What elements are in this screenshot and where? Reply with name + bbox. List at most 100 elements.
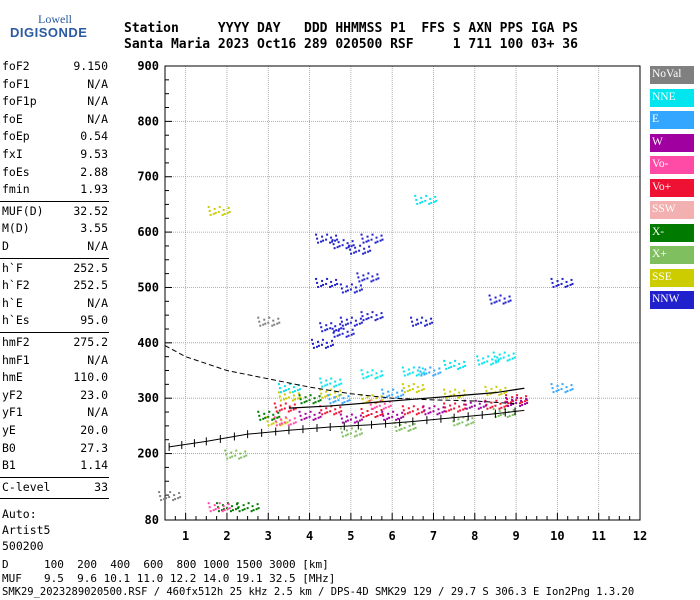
echo-point bbox=[453, 364, 456, 367]
legend-item-nnw: NNW bbox=[650, 291, 694, 309]
param-value: N/A bbox=[87, 239, 108, 253]
echo-point bbox=[512, 352, 515, 355]
echo-point bbox=[551, 281, 554, 284]
echo-cluster bbox=[381, 410, 405, 421]
echo-point bbox=[289, 409, 292, 412]
echo-point bbox=[524, 402, 527, 405]
echo-point bbox=[419, 201, 422, 204]
echo-point bbox=[163, 498, 166, 501]
echo-point bbox=[525, 395, 528, 398]
echo-point bbox=[359, 428, 362, 431]
echo-point bbox=[360, 369, 363, 372]
param-divider bbox=[0, 498, 109, 500]
echo-point bbox=[408, 389, 411, 392]
echo-point bbox=[458, 405, 461, 408]
param-value: 275.2 bbox=[73, 335, 108, 349]
legend-item-nne: NNE bbox=[650, 88, 694, 107]
echo-point bbox=[350, 245, 353, 248]
echo-point bbox=[329, 344, 332, 347]
param-value: 2.88 bbox=[80, 164, 108, 179]
echo-point bbox=[457, 396, 460, 399]
echo-point bbox=[273, 402, 276, 405]
param-value: 252.5 bbox=[73, 260, 108, 275]
echo-point bbox=[223, 212, 226, 215]
echo-point bbox=[457, 367, 460, 370]
echo-point bbox=[299, 414, 302, 417]
echo-point bbox=[336, 238, 339, 241]
echo-cluster bbox=[310, 338, 334, 349]
echo-point bbox=[208, 209, 211, 212]
echo-point bbox=[332, 401, 335, 404]
echo-point bbox=[362, 377, 365, 380]
param-name: C-level bbox=[2, 479, 51, 494]
echo-cluster bbox=[319, 377, 343, 388]
echo-point bbox=[370, 238, 373, 241]
echo-point bbox=[510, 401, 513, 404]
echo-point bbox=[286, 421, 289, 424]
echo-point bbox=[228, 210, 231, 213]
param-row-fof2: foF2 9.150 bbox=[2, 59, 108, 76]
echo-point bbox=[352, 244, 355, 247]
echo-point bbox=[333, 385, 336, 388]
x-tick-label: 5 bbox=[347, 529, 354, 543]
echo-point bbox=[472, 421, 475, 424]
echo-point bbox=[292, 408, 295, 411]
echo-point bbox=[422, 371, 425, 374]
echo-point bbox=[401, 366, 404, 369]
echo-point bbox=[240, 456, 243, 459]
echo-point bbox=[521, 403, 524, 406]
echo-point bbox=[338, 394, 341, 397]
echo-point bbox=[174, 498, 177, 501]
param-name: foF1 bbox=[2, 76, 30, 91]
echo-point bbox=[506, 416, 509, 419]
echo-point bbox=[296, 389, 299, 392]
echo-point bbox=[329, 327, 332, 330]
echo-point bbox=[494, 296, 497, 299]
echo-point bbox=[259, 324, 262, 327]
echo-point bbox=[275, 424, 278, 427]
echo-cluster bbox=[298, 410, 322, 421]
echo-point bbox=[570, 278, 573, 281]
echo-point bbox=[169, 491, 172, 494]
echo-cluster bbox=[273, 402, 297, 413]
echo-point bbox=[420, 374, 423, 377]
echo-point bbox=[291, 391, 294, 394]
chart-grid bbox=[165, 66, 640, 520]
echo-point bbox=[363, 247, 366, 250]
x-tick-label: 2 bbox=[223, 529, 230, 543]
echo-point bbox=[264, 322, 267, 325]
echo-point bbox=[411, 371, 414, 374]
echo-point bbox=[374, 377, 377, 380]
echo-point bbox=[387, 405, 390, 408]
echo-cluster bbox=[319, 322, 343, 333]
echo-point bbox=[321, 338, 324, 341]
echo-point bbox=[336, 334, 339, 337]
echo-point bbox=[164, 493, 167, 496]
param-name: yE bbox=[2, 423, 16, 437]
echo-point bbox=[416, 386, 419, 389]
echo-point bbox=[320, 284, 323, 287]
echo-point bbox=[340, 287, 343, 290]
echo-point bbox=[335, 412, 338, 415]
echo-point bbox=[401, 411, 404, 414]
echo-point bbox=[247, 502, 250, 505]
echo-point bbox=[339, 323, 342, 326]
echo-point bbox=[221, 510, 224, 513]
echo-point bbox=[402, 393, 405, 396]
echo-point bbox=[444, 406, 447, 409]
echo-point bbox=[287, 424, 290, 427]
echo-cluster bbox=[298, 394, 322, 405]
x-tick-label: 7 bbox=[430, 529, 437, 543]
echo-point bbox=[494, 404, 497, 407]
x-tick-label: 3 bbox=[265, 529, 272, 543]
echo-point bbox=[366, 410, 369, 413]
echo-point bbox=[402, 409, 405, 412]
echo-point bbox=[381, 316, 384, 319]
x-mode-trace bbox=[169, 409, 525, 448]
echo-point bbox=[341, 421, 344, 424]
echo-point bbox=[207, 502, 210, 505]
echo-cluster bbox=[319, 388, 343, 399]
echo-point bbox=[565, 386, 568, 389]
echo-point bbox=[395, 396, 398, 399]
